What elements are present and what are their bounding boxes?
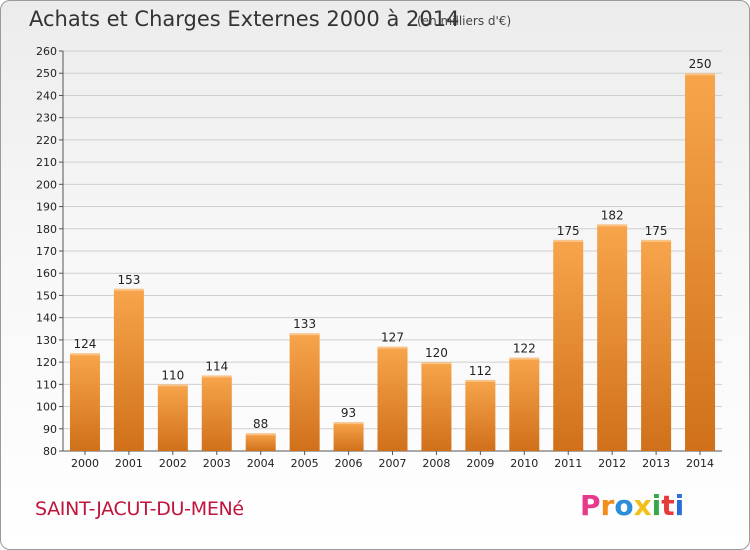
bar-highlight-2004 bbox=[245, 433, 276, 436]
x-tick-label-2001: 2001 bbox=[115, 457, 143, 470]
value-label-2010: 122 bbox=[513, 342, 536, 356]
bar-2004[interactable] bbox=[245, 433, 276, 451]
y-tick-label: 260 bbox=[36, 45, 57, 58]
x-tick-label-2007: 2007 bbox=[379, 457, 407, 470]
x-tick-label-2000: 2000 bbox=[71, 457, 99, 470]
logo-letter: P bbox=[580, 489, 601, 522]
bar-highlight-2013 bbox=[641, 239, 672, 242]
y-tick-label: 150 bbox=[36, 289, 57, 302]
value-label-2007: 127 bbox=[381, 331, 404, 345]
logo-letter: i bbox=[674, 489, 685, 522]
bar-2006[interactable] bbox=[333, 422, 364, 451]
y-tick-label: 240 bbox=[36, 89, 57, 102]
bar-2008[interactable] bbox=[421, 362, 452, 451]
value-label-2009: 112 bbox=[469, 364, 492, 378]
logo-letter: t bbox=[661, 489, 675, 522]
bar-highlight-2010 bbox=[509, 357, 540, 360]
bar-2005[interactable] bbox=[289, 333, 320, 451]
bar-2011[interactable] bbox=[553, 239, 584, 451]
y-tick-label: 110 bbox=[36, 378, 57, 391]
bar-highlight-2009 bbox=[465, 379, 496, 382]
y-tick-label: 160 bbox=[36, 267, 57, 280]
y-tick-label: 190 bbox=[36, 201, 57, 214]
logo-letter: x bbox=[633, 489, 652, 522]
bar-highlight-2007 bbox=[377, 346, 408, 349]
bar-2014[interactable] bbox=[685, 73, 716, 451]
value-label-2008: 120 bbox=[425, 346, 448, 360]
x-tick-label-2012: 2012 bbox=[598, 457, 626, 470]
y-tick-label: 210 bbox=[36, 156, 57, 169]
labels: 124 2000 153 2001 110 2002 114 2003 88 2004 133 200… bbox=[71, 57, 714, 470]
bar-highlight-2003 bbox=[201, 375, 232, 378]
bar-2009[interactable] bbox=[465, 379, 496, 451]
bar-highlight-2008 bbox=[421, 362, 452, 365]
bar-2007[interactable] bbox=[377, 346, 408, 451]
y-tick-label: 100 bbox=[36, 401, 57, 414]
logo-letter: r bbox=[600, 489, 615, 522]
y-tick-label: 230 bbox=[36, 112, 57, 125]
value-label-2002: 110 bbox=[161, 368, 184, 382]
x-tick-label-2003: 2003 bbox=[203, 457, 231, 470]
x-tick-label-2008: 2008 bbox=[422, 457, 450, 470]
bar-highlight-2005 bbox=[289, 333, 320, 336]
value-label-2006: 93 bbox=[341, 406, 356, 420]
x-tick-label-2002: 2002 bbox=[159, 457, 187, 470]
value-label-2013: 175 bbox=[645, 224, 668, 238]
y-tick-label: 200 bbox=[36, 178, 57, 191]
y-tick-label: 120 bbox=[36, 356, 57, 369]
y-tick-label: 220 bbox=[36, 134, 57, 147]
value-label-2005: 133 bbox=[293, 317, 316, 331]
x-tick-label-2009: 2009 bbox=[466, 457, 494, 470]
bar-2002[interactable] bbox=[157, 384, 188, 451]
x-tick-label-2004: 2004 bbox=[247, 457, 275, 470]
y-tick-label: 140 bbox=[36, 312, 57, 325]
bar-highlight-2012 bbox=[597, 224, 628, 227]
bar-highlight-2014 bbox=[685, 73, 716, 76]
commune-name: SAINT-JACUT-DU-MENé bbox=[35, 498, 244, 520]
bar-2012[interactable] bbox=[597, 224, 628, 451]
value-label-2011: 175 bbox=[557, 224, 580, 238]
x-tick-label-2013: 2013 bbox=[642, 457, 670, 470]
y-tick-label: 80 bbox=[43, 445, 57, 458]
y-tick-label: 90 bbox=[43, 423, 57, 436]
bar-2010[interactable] bbox=[509, 357, 540, 451]
y-tick-label: 170 bbox=[36, 245, 57, 258]
x-tick-label-2005: 2005 bbox=[291, 457, 319, 470]
bar-highlight-2006 bbox=[333, 422, 364, 425]
logo-letter: o bbox=[614, 489, 634, 522]
bar-highlight-2002 bbox=[157, 384, 188, 387]
bar-2001[interactable] bbox=[113, 288, 144, 451]
x-tick-label-2011: 2011 bbox=[554, 457, 582, 470]
value-label-2014: 250 bbox=[689, 57, 712, 71]
y-tick-label: 130 bbox=[36, 334, 57, 347]
bar-highlight-2000 bbox=[69, 353, 100, 356]
bar-highlight-2001 bbox=[113, 288, 144, 291]
bar-2000[interactable] bbox=[69, 353, 100, 451]
logo-letter: i bbox=[651, 489, 662, 522]
chart-title: Achats et Charges Externes 2000 à 2014 bbox=[29, 7, 460, 31]
chart-subtitle: (en milliers d'€) bbox=[417, 14, 512, 28]
x-tick-label-2014: 2014 bbox=[686, 457, 714, 470]
bar-highlight-2011 bbox=[553, 239, 584, 242]
y-tick-label: 250 bbox=[36, 67, 57, 80]
x-tick-label-2010: 2010 bbox=[510, 457, 538, 470]
x-tick-label-2006: 2006 bbox=[335, 457, 363, 470]
y-tick-label: 180 bbox=[36, 223, 57, 236]
bar-2003[interactable] bbox=[201, 375, 232, 451]
bar-2013[interactable] bbox=[641, 239, 672, 451]
value-label-2012: 182 bbox=[601, 208, 624, 222]
value-label-2000: 124 bbox=[74, 337, 97, 351]
proxiti-logo[interactable]: Proxiti bbox=[580, 489, 684, 522]
value-label-2004: 88 bbox=[253, 417, 268, 431]
value-label-2003: 114 bbox=[205, 359, 228, 373]
value-label-2001: 153 bbox=[117, 273, 140, 287]
bars bbox=[69, 73, 716, 451]
